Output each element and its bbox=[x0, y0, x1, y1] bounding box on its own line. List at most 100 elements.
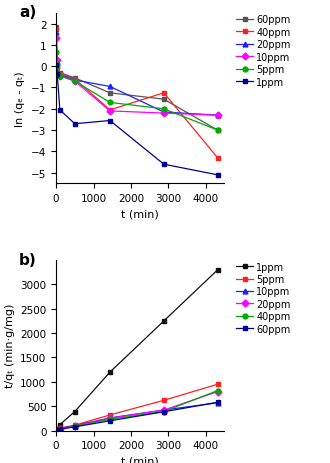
Line: 60ppm: 60ppm bbox=[54, 25, 220, 133]
10ppm bbox=[54, 37, 58, 42]
1ppm bbox=[55, 72, 59, 77]
10ppm bbox=[55, 58, 59, 63]
60ppm bbox=[55, 64, 59, 70]
60ppm bbox=[162, 97, 166, 103]
Text: a): a) bbox=[19, 6, 36, 20]
Y-axis label: t/qₜ (min·g/mg): t/qₜ (min·g/mg) bbox=[5, 303, 15, 388]
10ppm bbox=[58, 426, 62, 432]
60ppm bbox=[54, 428, 58, 433]
60ppm bbox=[73, 424, 77, 430]
20ppm bbox=[216, 389, 220, 394]
60ppm bbox=[54, 25, 58, 31]
Text: b): b) bbox=[19, 252, 37, 267]
1ppm bbox=[58, 108, 62, 113]
40ppm bbox=[58, 426, 62, 432]
5ppm bbox=[108, 100, 112, 106]
10ppm bbox=[73, 79, 77, 85]
60ppm bbox=[162, 409, 166, 415]
40ppm bbox=[162, 409, 166, 414]
40ppm bbox=[73, 424, 77, 429]
40ppm bbox=[55, 66, 59, 72]
5ppm bbox=[58, 425, 62, 431]
5ppm bbox=[216, 382, 220, 387]
10ppm bbox=[108, 109, 112, 114]
20ppm bbox=[162, 110, 166, 116]
20ppm bbox=[58, 426, 62, 432]
Line: 1ppm: 1ppm bbox=[54, 63, 220, 178]
5ppm bbox=[55, 62, 59, 68]
Legend: 1ppm, 5ppm, 10ppm, 20ppm, 40ppm, 60ppm: 1ppm, 5ppm, 10ppm, 20ppm, 40ppm, 60ppm bbox=[236, 262, 291, 334]
20ppm bbox=[55, 69, 59, 74]
20ppm bbox=[73, 423, 77, 429]
X-axis label: t (min): t (min) bbox=[121, 456, 159, 463]
Line: 60ppm: 60ppm bbox=[54, 400, 220, 433]
40ppm bbox=[108, 417, 112, 422]
20ppm bbox=[73, 78, 77, 84]
1ppm bbox=[162, 162, 166, 168]
1ppm bbox=[216, 173, 220, 178]
60ppm bbox=[108, 91, 112, 96]
5ppm bbox=[55, 427, 59, 432]
60ppm bbox=[216, 400, 220, 405]
Line: 40ppm: 40ppm bbox=[54, 27, 220, 161]
20ppm bbox=[58, 73, 62, 78]
Line: 10ppm: 10ppm bbox=[54, 37, 220, 119]
60ppm bbox=[216, 128, 220, 134]
Line: 5ppm: 5ppm bbox=[54, 51, 220, 133]
60ppm bbox=[73, 76, 77, 81]
Line: 40ppm: 40ppm bbox=[54, 388, 220, 433]
1ppm bbox=[73, 409, 77, 414]
10ppm bbox=[54, 428, 58, 433]
5ppm bbox=[73, 79, 77, 85]
40ppm bbox=[162, 91, 166, 96]
40ppm bbox=[216, 156, 220, 161]
10ppm bbox=[73, 423, 77, 429]
60ppm bbox=[58, 426, 62, 432]
10ppm bbox=[108, 415, 112, 421]
40ppm bbox=[54, 27, 58, 32]
5ppm bbox=[54, 428, 58, 433]
5ppm bbox=[73, 422, 77, 428]
10ppm bbox=[216, 113, 220, 119]
10ppm bbox=[58, 74, 62, 79]
60ppm bbox=[58, 71, 62, 76]
1ppm bbox=[55, 426, 59, 432]
5ppm bbox=[108, 412, 112, 418]
5ppm bbox=[58, 74, 62, 79]
1ppm bbox=[162, 319, 166, 324]
20ppm bbox=[54, 30, 58, 36]
40ppm bbox=[108, 108, 112, 113]
1ppm bbox=[54, 63, 58, 69]
10ppm bbox=[162, 111, 166, 117]
1ppm bbox=[216, 268, 220, 273]
10ppm bbox=[216, 400, 220, 406]
40ppm bbox=[216, 388, 220, 394]
60ppm bbox=[108, 418, 112, 424]
Line: 20ppm: 20ppm bbox=[54, 389, 220, 433]
5ppm bbox=[216, 128, 220, 134]
5ppm bbox=[162, 107, 166, 113]
1ppm bbox=[108, 119, 112, 124]
20ppm bbox=[108, 416, 112, 421]
1ppm bbox=[108, 369, 112, 375]
1ppm bbox=[54, 428, 58, 433]
Line: 5ppm: 5ppm bbox=[54, 382, 220, 433]
1ppm bbox=[58, 422, 62, 427]
1ppm bbox=[73, 122, 77, 127]
10ppm bbox=[55, 427, 59, 432]
10ppm bbox=[162, 407, 166, 413]
40ppm bbox=[55, 427, 59, 433]
20ppm bbox=[108, 84, 112, 90]
20ppm bbox=[55, 427, 59, 432]
20ppm bbox=[162, 407, 166, 413]
X-axis label: t (min): t (min) bbox=[121, 209, 159, 219]
Line: 1ppm: 1ppm bbox=[54, 268, 220, 433]
40ppm bbox=[58, 72, 62, 77]
40ppm bbox=[54, 428, 58, 433]
60ppm bbox=[55, 427, 59, 433]
20ppm bbox=[216, 113, 220, 119]
5ppm bbox=[162, 398, 166, 403]
20ppm bbox=[54, 428, 58, 433]
40ppm bbox=[73, 77, 77, 82]
Legend: 60ppm, 40ppm, 20ppm, 10ppm, 5ppm, 1ppm: 60ppm, 40ppm, 20ppm, 10ppm, 5ppm, 1ppm bbox=[236, 15, 291, 88]
